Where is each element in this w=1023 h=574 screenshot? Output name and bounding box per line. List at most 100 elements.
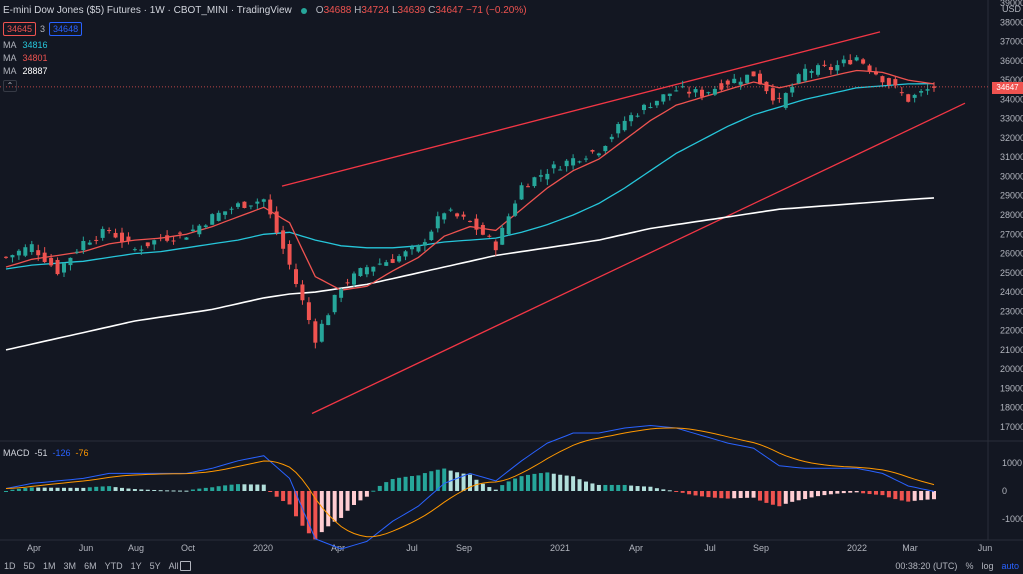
calendar-icon[interactable] — [180, 561, 191, 571]
candle-body — [680, 86, 685, 88]
candle-body — [62, 263, 66, 273]
price-axis-tick: 24000 — [1000, 287, 1023, 297]
candle-body — [274, 211, 279, 233]
macd-histogram-bar — [493, 489, 498, 491]
macd-histogram-bar — [732, 491, 737, 499]
macd-histogram-bar — [461, 473, 466, 491]
candle-body — [145, 242, 150, 247]
price-axis-tick: 23000 — [1000, 306, 1023, 316]
bid-ask-row: 34645 3 34648 — [3, 21, 527, 37]
ma1-value: 34816 — [22, 40, 48, 50]
candle-body — [654, 100, 659, 106]
macd-histogram-bar — [648, 486, 653, 491]
candle-body — [861, 59, 866, 64]
range-1m[interactable]: 1M — [43, 561, 56, 571]
macd-histogram-bar — [49, 487, 54, 491]
ma-legend-row-3[interactable]: MA 28887 — [3, 66, 48, 76]
range-1y[interactable]: 1Y — [130, 561, 142, 571]
candle-body — [281, 230, 286, 249]
candle-body — [584, 158, 588, 160]
macd-histogram-bar — [55, 487, 60, 491]
candle-body — [828, 67, 833, 71]
spread-value: 3 — [40, 24, 46, 34]
macd-histogram-bar — [848, 491, 853, 493]
macd-histogram-bar — [261, 484, 266, 491]
candle-body — [667, 93, 672, 96]
ma3-value: 28887 — [22, 66, 48, 76]
macd-histogram-bar — [455, 472, 460, 491]
channel-upper-line — [281, 31, 881, 187]
range-1d[interactable]: 1D — [4, 561, 16, 571]
candle-body — [29, 244, 34, 253]
candle-body — [74, 251, 79, 253]
range-5d[interactable]: 5D — [23, 561, 36, 571]
time-axis-tick: Jun — [978, 543, 993, 553]
range-ytd[interactable]: YTD — [104, 561, 123, 571]
macd-histogram-bar — [596, 484, 601, 491]
collapse-legend-chevron-up-icon[interactable]: ⌃ — [3, 80, 17, 92]
chart-legend: E-mini Dow Jones ($5) Futures · 1W · CBO… — [3, 3, 527, 92]
range-all[interactable]: All — [168, 561, 179, 571]
candle-body — [416, 244, 421, 252]
candle-body — [719, 83, 724, 90]
candle-body — [738, 81, 743, 85]
time-axis-tick: 2022 — [847, 543, 867, 553]
macd-histogram-bar — [36, 487, 41, 491]
macd-histogram-bar — [120, 487, 124, 491]
candle-body — [23, 247, 28, 256]
candle-body — [139, 249, 144, 251]
price-axis-tick: 18000 — [1000, 403, 1023, 413]
candle-body — [190, 229, 195, 232]
candle-body — [319, 323, 324, 342]
channel-lower-line — [311, 102, 966, 415]
macd-histogram-bar — [371, 490, 376, 492]
price-axis-tick: 32000 — [1000, 133, 1023, 143]
macd-legend[interactable]: MACD -51 -126 -76 — [3, 448, 89, 458]
candle-body — [326, 315, 331, 326]
macd-histogram-bar — [403, 476, 408, 491]
bid-button[interactable]: 34645 — [3, 22, 37, 36]
ask-button[interactable]: 34648 — [49, 22, 83, 36]
candle-body — [500, 227, 505, 245]
range-5y[interactable]: 5Y — [149, 561, 161, 571]
macd-histogram-bar — [242, 484, 247, 491]
clock[interactable]: 00:38:20 (UTC) — [895, 561, 958, 571]
candle-body — [352, 273, 356, 285]
auto-scale-button[interactable]: auto — [1001, 561, 1019, 571]
percent-scale-button[interactable]: % — [965, 561, 974, 571]
macd-histogram-bar — [642, 486, 646, 491]
macd-histogram-bar — [822, 491, 827, 496]
time-axis-tick: Jul — [406, 543, 418, 553]
macd-histogram-bar — [248, 484, 253, 491]
macd-histogram-bar — [654, 488, 659, 491]
log-scale-button[interactable]: log — [981, 561, 994, 571]
symbol-title[interactable]: E-mini Dow Jones ($5) Futures · 1W · CBO… — [3, 5, 292, 16]
ma-legend-row-1[interactable]: MA 34816 — [3, 40, 48, 50]
macd-histogram-bar — [828, 491, 833, 495]
range-3m[interactable]: 3M — [63, 561, 77, 571]
macd-histogram-bar — [777, 491, 782, 507]
candle-body — [236, 203, 240, 207]
price-axis-tick: 33000 — [1000, 114, 1023, 124]
candle-body — [590, 150, 595, 152]
macd-histogram-bar — [197, 488, 202, 491]
macd-histogram-bar — [758, 491, 762, 501]
candle-body — [732, 78, 737, 84]
price-axis-tick: 34000 — [1000, 94, 1023, 104]
candle-body — [132, 249, 137, 251]
candle-body — [422, 242, 427, 246]
macd-histogram-bar — [100, 486, 105, 491]
macd-histogram-bar — [925, 491, 930, 500]
candle-body — [158, 237, 163, 239]
macd-histogram-bar — [132, 489, 137, 491]
ma-legend-row-2[interactable]: MA 34801 — [3, 53, 48, 63]
macd-histogram-bar — [16, 488, 21, 491]
candle-body — [893, 79, 898, 86]
range-6m[interactable]: 6M — [84, 561, 97, 571]
candle-body — [629, 115, 634, 122]
candle-body — [822, 64, 827, 66]
price-axis-tick: 27000 — [1000, 229, 1023, 239]
macd-histogram-bar — [816, 491, 820, 497]
